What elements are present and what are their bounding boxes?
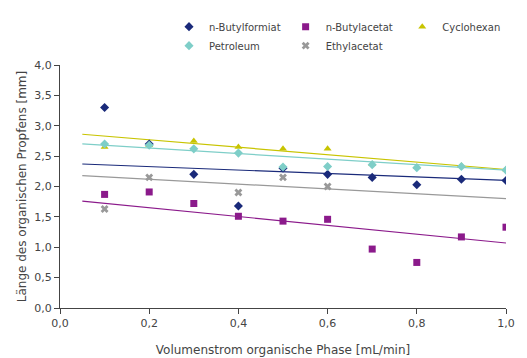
svg-text:Cyclohexan: Cyclohexan <box>442 22 500 33</box>
svg-text:Volumenstrom organische Phase: Volumenstrom organische Phase [mL/min] <box>156 343 410 357</box>
svg-text:n-Butylacetat: n-Butylacetat <box>326 22 393 33</box>
svg-text:0,0: 0,0 <box>51 317 69 330</box>
svg-text:0,5: 0,5 <box>34 271 52 284</box>
svg-text:0,6: 0,6 <box>319 317 337 330</box>
svg-text:0,4: 0,4 <box>230 317 248 330</box>
svg-text:n-Butylformiat: n-Butylformiat <box>209 22 281 33</box>
svg-text:3,0: 3,0 <box>34 120 52 133</box>
svg-text:1,0: 1,0 <box>497 317 515 330</box>
svg-text:0,8: 0,8 <box>408 317 426 330</box>
svg-text:Ethylacetat: Ethylacetat <box>326 41 383 52</box>
svg-text:0,2: 0,2 <box>140 317 158 330</box>
svg-text:2,0: 2,0 <box>34 180 52 193</box>
svg-text:0,0: 0,0 <box>34 302 52 315</box>
svg-text:1,5: 1,5 <box>34 211 52 224</box>
svg-text:2,5: 2,5 <box>34 150 52 163</box>
svg-text:Petroleum: Petroleum <box>209 41 260 52</box>
svg-text:4,0: 4,0 <box>34 59 52 72</box>
svg-text:Länge des organischen Propfens: Länge des organischen Propfens [mm] <box>15 71 29 302</box>
svg-text:3,5: 3,5 <box>34 89 52 102</box>
svg-text:1,0: 1,0 <box>34 241 52 254</box>
